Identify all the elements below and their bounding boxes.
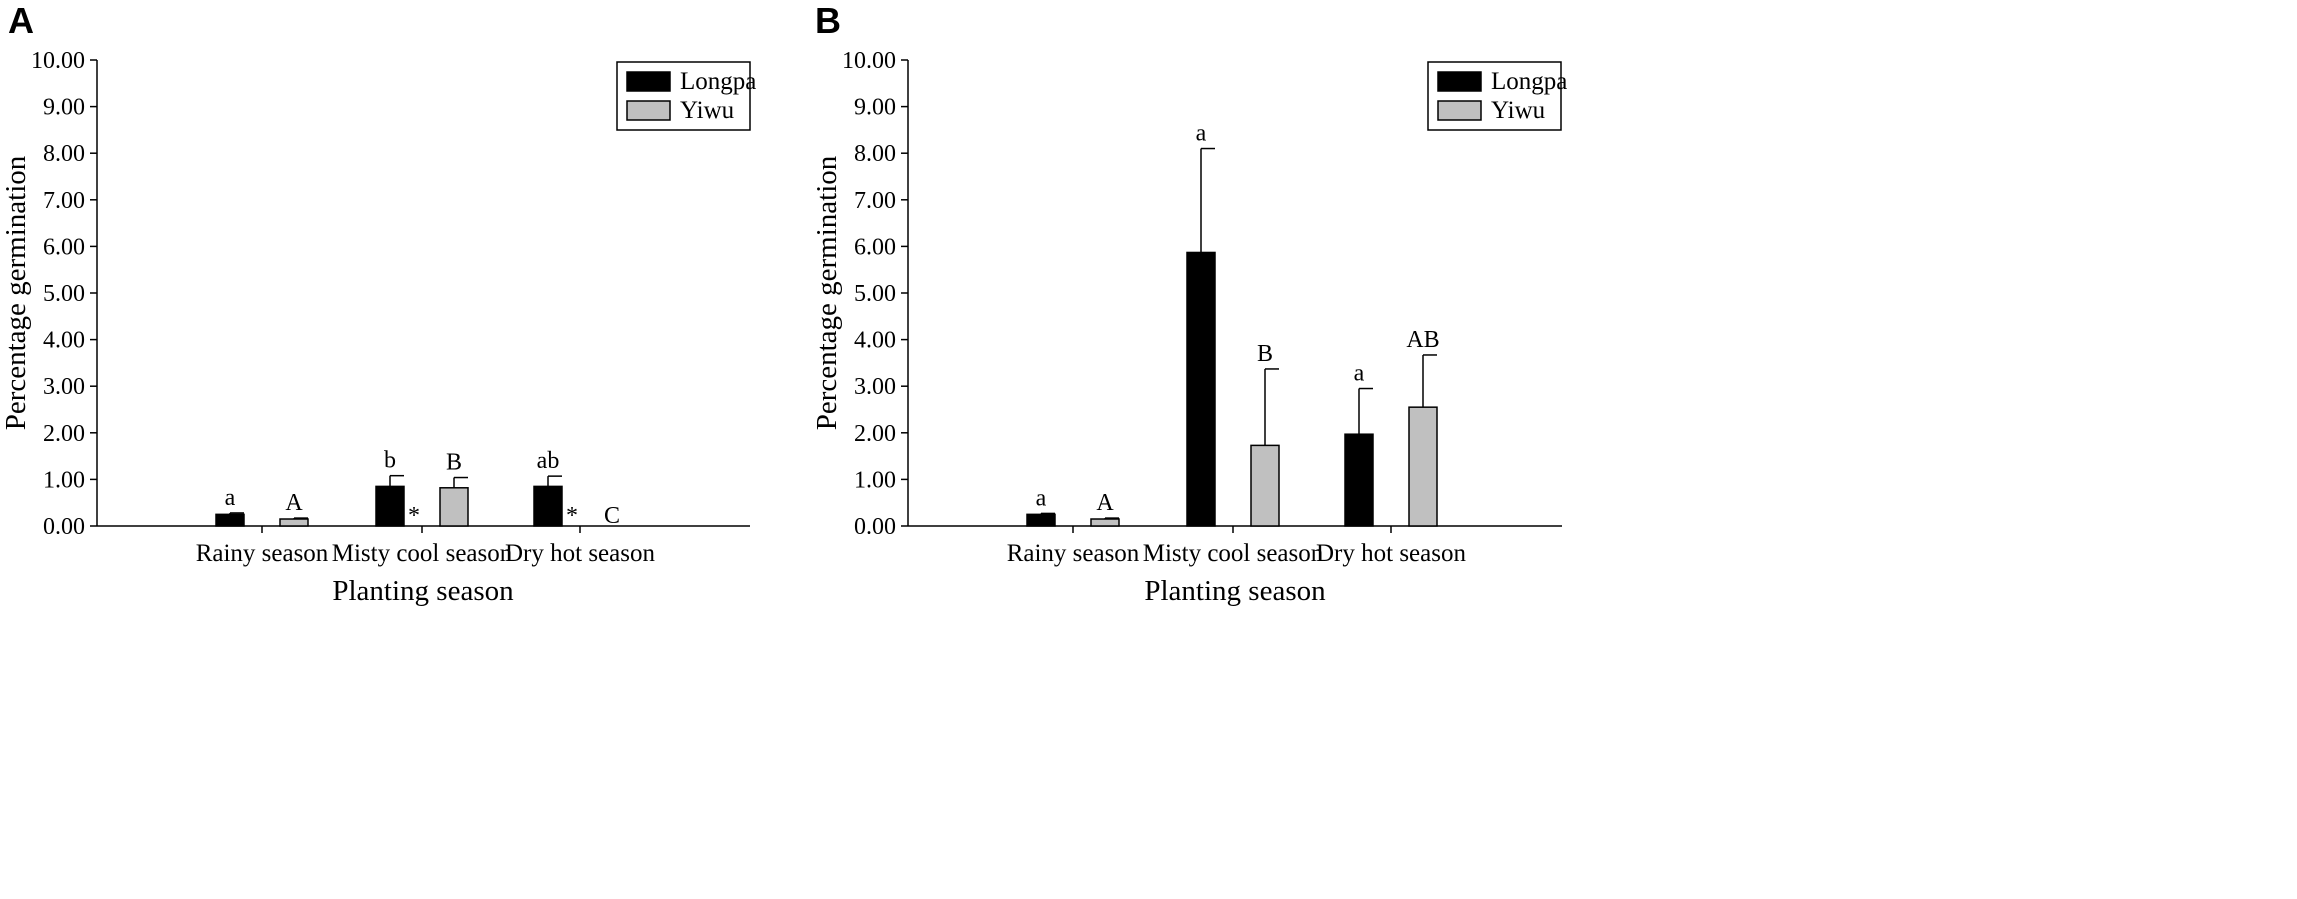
panel-b-x-tick-label: Misty cool season bbox=[1143, 540, 1324, 567]
panel-a-significance-label: b bbox=[384, 448, 396, 474]
panel-a-letter: A bbox=[8, 0, 34, 41]
panel-a-significance-label: C bbox=[604, 503, 620, 529]
panel-a-bar-yiwu bbox=[279, 518, 309, 527]
panel-a-y-axis-title: Percentage germination bbox=[0, 155, 32, 430]
panel-a: A 0.00 1.00 2.00 3.00 4.00 5.00 6.00 7.00 8.00 9.0… bbox=[0, 0, 756, 607]
panel-a-asterisk-marker: * bbox=[408, 503, 420, 529]
panel-b-significance-label: a bbox=[1196, 121, 1207, 147]
panel-b-bar-longpa bbox=[1026, 513, 1056, 527]
panel-a-y-tick-label: 9.00 bbox=[43, 95, 85, 121]
panel-b-y-tick-label: 2.00 bbox=[854, 421, 896, 447]
panel-a-legend-label-longpa: Longpa bbox=[680, 68, 756, 95]
panel-b-bar-yiwu bbox=[1408, 406, 1438, 527]
panel-b-y-axis-title: Percentage germination bbox=[811, 155, 843, 430]
panel-a-asterisk-marker: * bbox=[566, 503, 578, 529]
panel-b-significance-label: AB bbox=[1406, 327, 1439, 353]
panel-a-x-tick-label: Misty cool season bbox=[332, 540, 513, 567]
panel-b-y-tick-label: 1.00 bbox=[854, 467, 896, 493]
panel-a-x-tick-label: Rainy season bbox=[196, 540, 329, 567]
panel-b-y-tick-label: 9.00 bbox=[854, 95, 896, 121]
panel-b-y-tick-label: 8.00 bbox=[854, 141, 896, 167]
panel-a-significance-label: a bbox=[225, 485, 236, 511]
panel-b-y-tick-label: 4.00 bbox=[854, 328, 896, 354]
panel-b-letter: B bbox=[815, 0, 841, 41]
panel-a-y-tick-label: 6.00 bbox=[43, 234, 85, 260]
panel-b-bar-yiwu bbox=[1250, 444, 1280, 527]
panel-b-x-tick-label: Rainy season bbox=[1007, 540, 1140, 567]
panel-b-legend-label-longpa: Longpa bbox=[1491, 68, 1567, 95]
panel-b-x-tick-label: Dry hot season bbox=[1316, 540, 1466, 567]
panel-a-y-tick-label: 3.00 bbox=[43, 374, 85, 400]
panel-a-bar-yiwu bbox=[439, 487, 469, 527]
panel-a-legend-label-yiwu: Yiwu bbox=[680, 97, 735, 124]
panel-b-legend-label-yiwu: Yiwu bbox=[1491, 97, 1546, 124]
panel-a-bar-longpa bbox=[375, 485, 405, 527]
panel-b-y-tick-label: 3.00 bbox=[854, 374, 896, 400]
panel-a-bar-longpa bbox=[533, 485, 563, 527]
panel-b-bar-longpa bbox=[1344, 433, 1374, 527]
panel-b-legend-swatch-yiwu bbox=[1437, 100, 1482, 121]
panel-a-significance-label: B bbox=[446, 450, 462, 476]
panel-b-y-tick-label: 5.00 bbox=[854, 281, 896, 307]
panel-b-significance-label: a bbox=[1036, 485, 1047, 511]
panel-a-y-tick-label: 0.00 bbox=[43, 514, 85, 540]
panel-a-x-axis-title: Planting season bbox=[332, 575, 514, 607]
panel-b-y-tick-label: 7.00 bbox=[854, 188, 896, 214]
panel-a-significance-label: A bbox=[285, 490, 303, 516]
panel-b: B 0.00 1.00 2.00 3.00 4.00 5.00 6.00 7.00 8.00 9.0… bbox=[811, 0, 1567, 607]
panel-a-y-tick-label: 4.00 bbox=[43, 328, 85, 354]
panel-b-y-tick-label: 0.00 bbox=[854, 514, 896, 540]
panel-a-legend-swatch-yiwu bbox=[626, 100, 671, 121]
panel-a-y-tick-label: 2.00 bbox=[43, 421, 85, 447]
panel-a-y-tick-label: 8.00 bbox=[43, 141, 85, 167]
panel-b-bar-yiwu bbox=[1090, 518, 1120, 527]
panel-b-y-tick-label: 6.00 bbox=[854, 234, 896, 260]
panel-a-significance-label: ab bbox=[537, 448, 560, 474]
panel-a-y-tick-label: 1.00 bbox=[43, 467, 85, 493]
panel-a-y-tick-label: 10.00 bbox=[31, 48, 85, 74]
panel-b-bar-longpa bbox=[1186, 251, 1216, 527]
panel-b-y-tick-label: 10.00 bbox=[842, 48, 896, 74]
panel-a-y-tick-label: 5.00 bbox=[43, 281, 85, 307]
panel-b-x-axis-title: Planting season bbox=[1144, 575, 1326, 607]
panel-b-significance-label: a bbox=[1354, 361, 1365, 387]
panel-b-significance-label: A bbox=[1096, 490, 1114, 516]
panel-a-legend-swatch-longpa bbox=[626, 71, 671, 92]
panel-a-y-tick-label: 7.00 bbox=[43, 188, 85, 214]
panel-b-significance-label: B bbox=[1257, 341, 1273, 367]
panel-b-legend-swatch-longpa bbox=[1437, 71, 1482, 92]
panel-a-x-tick-label: Dry hot season bbox=[505, 540, 655, 567]
panel-a-bar-longpa bbox=[215, 513, 245, 527]
